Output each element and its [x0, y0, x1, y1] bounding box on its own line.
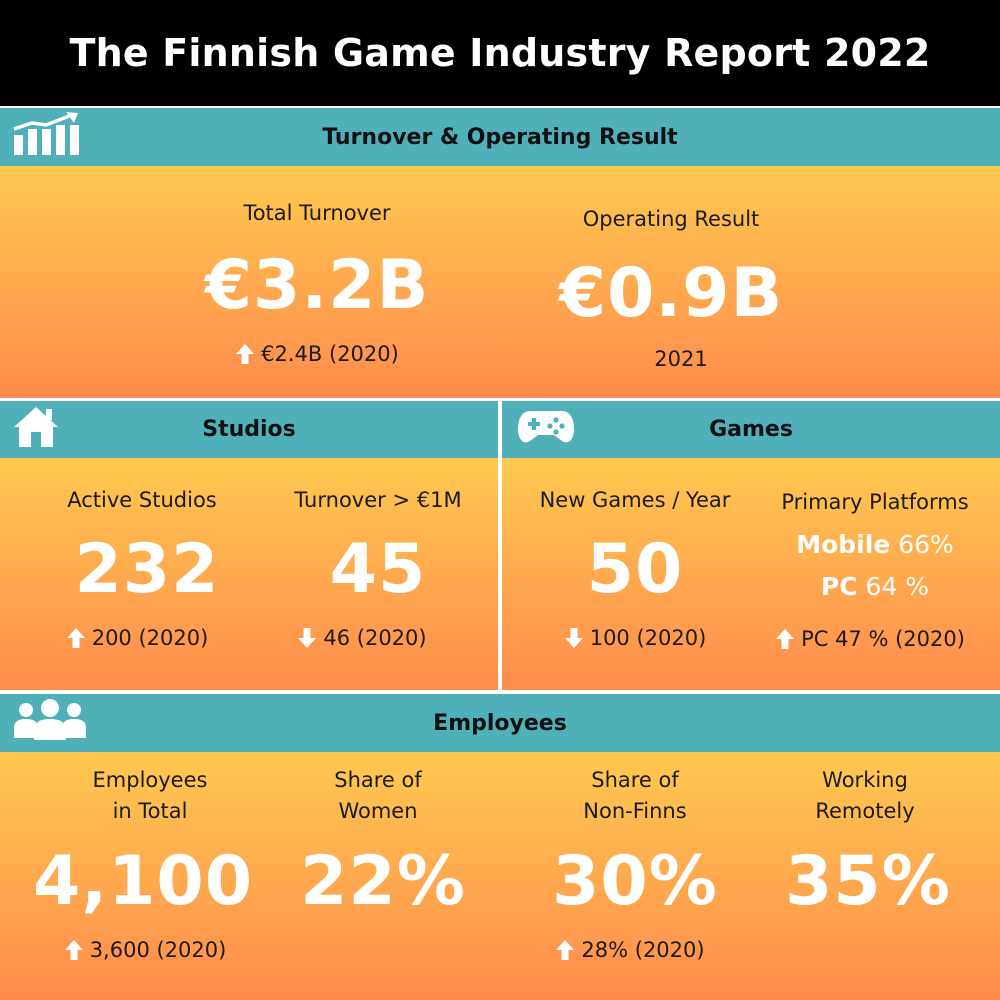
new-games-compare: 100 (2020): [535, 622, 735, 654]
over-1m-value: 45: [329, 530, 427, 609]
gamepad-icon: [516, 407, 576, 453]
games-body: New Games / Year 50 100 (2020) Primary P…: [502, 458, 1000, 690]
arrow-down-icon: [564, 627, 584, 649]
arrow-up-icon: [775, 628, 795, 650]
arrow-down-icon: [297, 627, 317, 649]
house-icon: [12, 405, 60, 455]
over-1m-compare-text: 46 (2020): [323, 626, 427, 650]
turnover-header: Turnover & Operating Result: [0, 108, 1000, 166]
platforms-label: Primary Platforms: [781, 490, 969, 514]
arrow-up-icon: [66, 627, 86, 649]
platforms-compare-text: PC 47 % (2020): [801, 627, 965, 651]
active-studios-compare-text: 200 (2020): [91, 626, 209, 650]
non-finns-value: 30%: [552, 842, 718, 921]
new-games-label: New Games / Year: [539, 488, 731, 512]
active-studios-compare: 200 (2020): [37, 622, 237, 654]
games-header-label: Games: [709, 417, 793, 442]
turnover-panel: Turnover & Operating Result Total Turnov…: [0, 108, 1000, 398]
employees-total-value: 4,100: [32, 842, 254, 921]
remote-label-line2: Remotely: [815, 799, 915, 823]
employees-header-label: Employees: [433, 710, 567, 736]
studios-header-label: Studios: [202, 417, 296, 442]
non-finns-label-line2: Non-Finns: [583, 799, 687, 823]
over-1m-label: Turnover > €1M: [294, 488, 462, 512]
women-label-line2: Women: [338, 799, 418, 823]
games-header: Games: [502, 401, 1000, 458]
new-games-compare-text: 100 (2020): [589, 626, 707, 650]
turnover-body: Total Turnover €3.2B €2.4B (2020) Operat…: [0, 166, 1000, 398]
studios-body: Active Studios 232 200 (2020) Turnover >…: [0, 458, 498, 690]
non-finns-compare: 28% (2020): [530, 934, 730, 966]
women-value: 22%: [300, 842, 466, 921]
women-label-line1: Share of: [334, 768, 422, 792]
platforms-compare: PC 47 % (2020): [760, 623, 980, 655]
platform-pc: PC 64 %: [770, 572, 980, 601]
studios-header: Studios: [0, 401, 498, 458]
over-1m-compare: 46 (2020): [262, 622, 462, 654]
platform-pc-name: PC: [820, 572, 858, 601]
platform-mobile-value: 66%: [898, 530, 954, 559]
remote-value: 35%: [785, 842, 951, 921]
games-panel: Games New Games / Year 50 100 (2020) Pri…: [502, 401, 1000, 690]
studios-panel: Studios Active Studios 232 200 (2020) Tu…: [0, 401, 498, 690]
new-games-value: 50: [586, 530, 684, 609]
page-title: The Finnish Game Industry Report 2022: [0, 0, 1000, 106]
total-turnover-label: Total Turnover: [243, 201, 391, 225]
people-icon: [12, 698, 88, 748]
employees-header: Employees: [0, 694, 1000, 752]
operating-result-label: Operating Result: [582, 207, 760, 231]
arrow-up-icon: [555, 939, 575, 961]
active-studios-label: Active Studios: [67, 488, 217, 512]
employees-total-compare: 3,600 (2020): [30, 934, 260, 966]
employees-body: Employees in Total 4,100 3,600 (2020) Sh…: [0, 752, 1000, 1000]
turnover-header-label: Turnover & Operating Result: [322, 124, 678, 150]
total-turnover-value: €3.2B: [204, 246, 430, 325]
arrow-up-icon: [235, 343, 255, 365]
employees-total-label-line2: in Total: [112, 799, 188, 823]
platform-mobile-name: Mobile: [796, 530, 891, 559]
employees-total-compare-text: 3,600 (2020): [89, 938, 227, 962]
platform-mobile: Mobile 66%: [770, 530, 980, 559]
non-finns-label-line1: Share of: [591, 768, 679, 792]
platform-pc-value: 64 %: [865, 572, 930, 601]
operating-result-year: 2021: [654, 347, 708, 371]
remote-label-line1: Working: [822, 768, 908, 792]
employees-total-label-line1: Employees: [92, 768, 208, 792]
arrow-up-icon: [64, 939, 84, 961]
total-turnover-compare: €2.4B (2020): [167, 338, 467, 370]
total-turnover-compare-text: €2.4B (2020): [261, 342, 399, 366]
non-finns-compare-text: 28% (2020): [581, 938, 705, 962]
active-studios-value: 232: [74, 530, 220, 609]
employees-panel: Employees Employees in Total 4,100 3,600…: [0, 694, 1000, 1000]
operating-result-value: €0.9B: [558, 254, 784, 333]
bar-chart-icon: [12, 111, 88, 163]
